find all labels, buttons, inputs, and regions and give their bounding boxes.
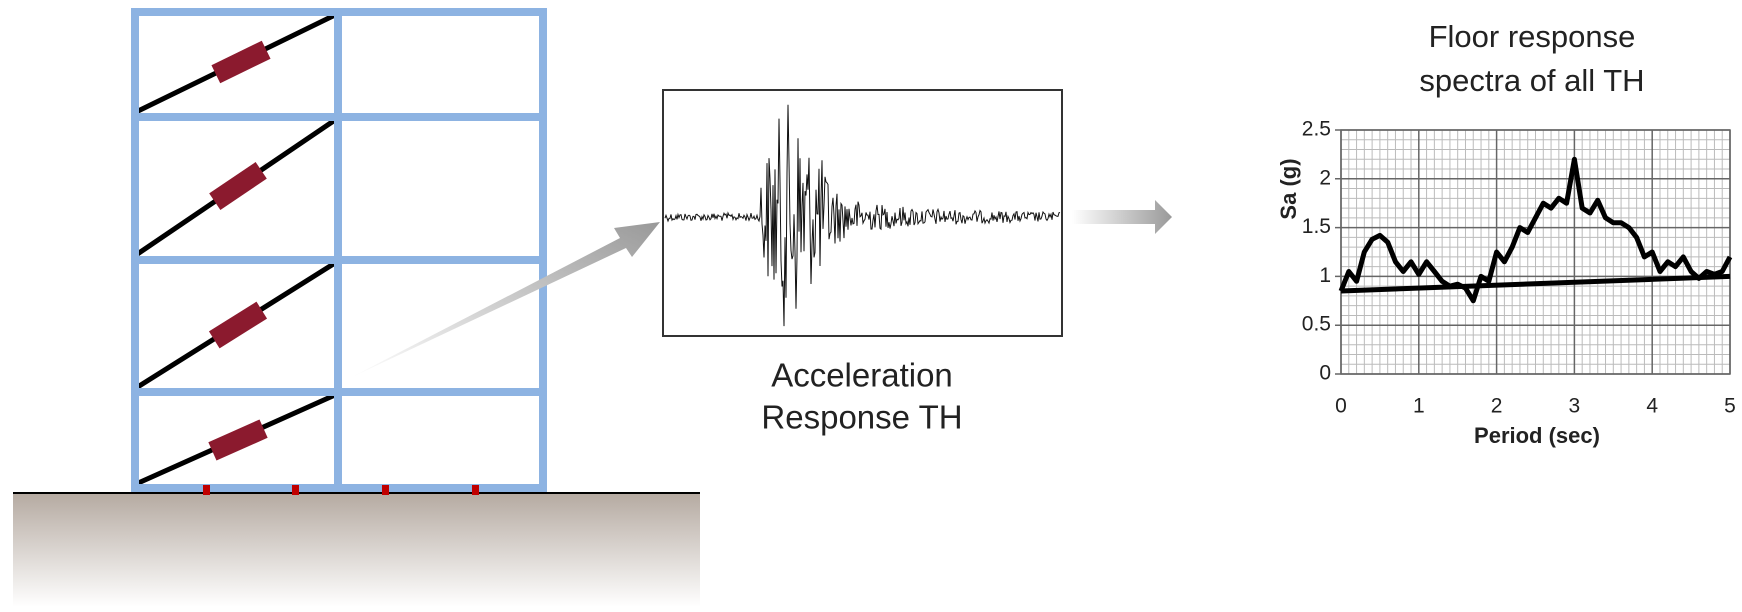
ground [13,493,700,607]
y-tick-label: 2.5 [1302,118,1331,141]
arrow [1072,200,1172,234]
y-tick-label: 1 [1319,264,1331,287]
y-tick-label: 2 [1319,166,1331,189]
arrow [350,222,660,378]
y-tick-label: 0 [1319,362,1331,385]
time-history-panel: Acceleration Response TH [663,90,1062,436]
x-tick-label: 2 [1491,395,1503,418]
x-axis-label: Period (sec) [1474,423,1600,448]
x-tick-label: 4 [1646,395,1658,418]
y-axis-label: Sa (g) [1276,158,1301,219]
y-tick-label: 1.5 [1302,215,1331,238]
building [135,12,543,495]
x-tick-label: 3 [1569,395,1581,418]
diagram: Acceleration Response TH Floor response … [0,0,1742,607]
chart-title: Floor response [1429,19,1636,54]
x-tick-label: 5 [1724,395,1736,418]
x-tick-label: 1 [1413,395,1425,418]
chart-title: spectra of all TH [1419,63,1644,98]
x-tick-label: 0 [1335,395,1347,418]
spectrum-chart: Floor response spectra of all TH Period … [1276,19,1736,448]
panel-label: Acceleration [771,357,953,394]
y-tick-label: 0.5 [1302,313,1331,336]
panel-label: Response TH [761,399,962,436]
